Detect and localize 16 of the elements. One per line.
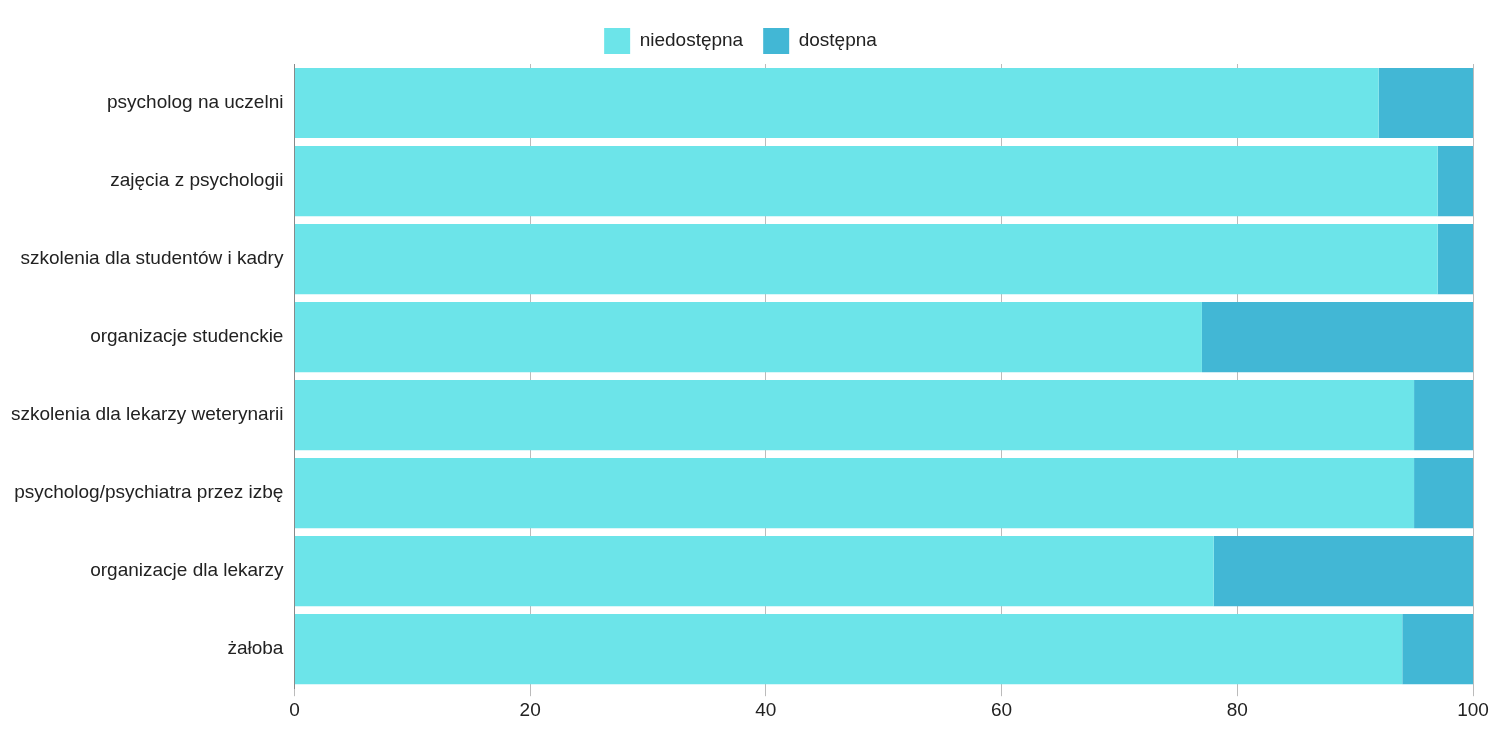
x-tick-label: 60 <box>991 698 1013 720</box>
legend-label: niedostępna <box>639 29 744 51</box>
y-tick-label: żałoba <box>227 637 284 659</box>
y-tick-label: szkolenia dla studentów i kadry <box>20 247 284 269</box>
y-tick-label: organizacje dla lekarzy <box>90 559 284 581</box>
y-tick-label: organizacje studenckie <box>90 325 284 347</box>
legend-label: dostępna <box>798 29 878 51</box>
x-tick-label: 80 <box>1226 698 1248 720</box>
x-tick-label: 20 <box>519 698 541 720</box>
x-tick-label: 0 <box>289 698 300 720</box>
y-tick-label: szkolenia dla lekarzy weterynarii <box>10 403 284 425</box>
x-tick-label: 100 <box>1457 698 1489 720</box>
y-tick-label: psycholog na uczelni <box>107 91 284 113</box>
y-tick-label: zajęcia z psychologii <box>110 169 284 191</box>
y-tick-label: psycholog/psychiatra przez izbę <box>14 481 284 503</box>
x-tick-label: 40 <box>755 698 777 720</box>
